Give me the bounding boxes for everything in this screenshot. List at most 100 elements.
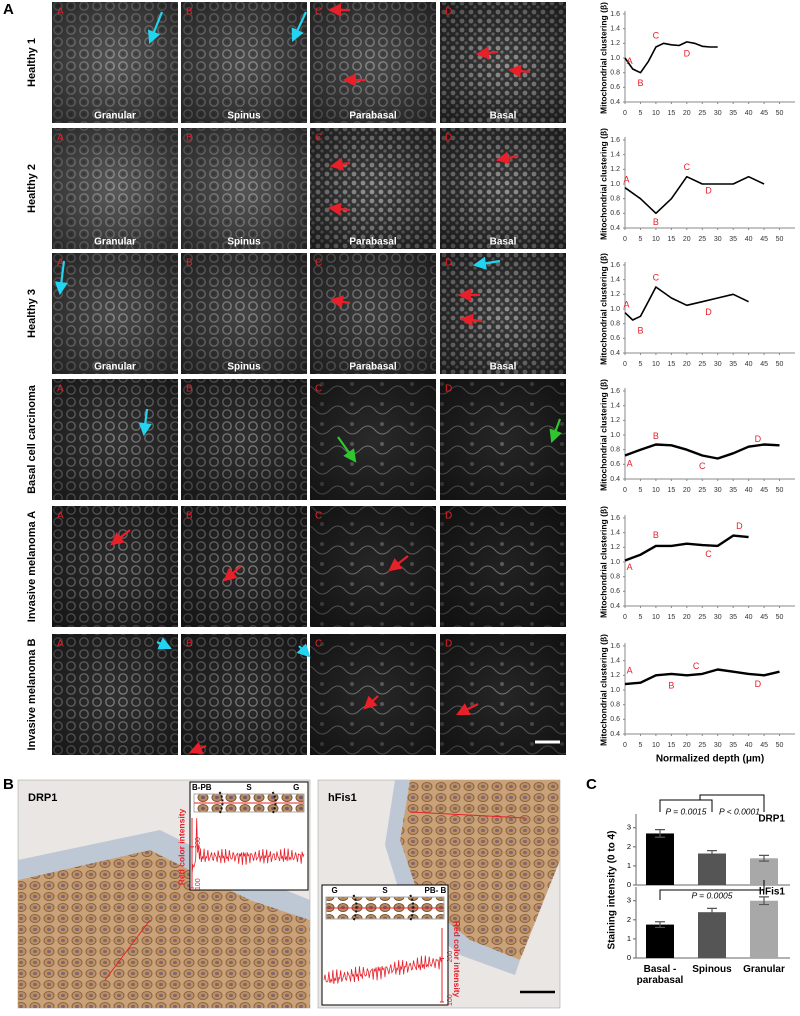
region-label: G [293, 783, 299, 792]
panel-letter: A [57, 133, 64, 144]
x-tick-label: 15 [667, 110, 675, 117]
arrow [459, 313, 483, 327]
region-boundary [409, 894, 415, 922]
x-tick-label: 0 [623, 742, 627, 749]
arrow [456, 703, 479, 715]
region-label: S [246, 783, 252, 792]
y-axis-label: Mitochondrial clustering (β) [598, 253, 608, 365]
series-label: hFis1 [759, 887, 786, 898]
x-tick-label: 5 [639, 742, 643, 749]
image-title: hFis1 [328, 792, 357, 804]
y-tick-label: 1.4 [610, 152, 620, 159]
y-tick-label: 0.4 [610, 731, 620, 738]
y-tick-label: 1.0 [610, 432, 620, 439]
y-tick-label: 1.4 [610, 530, 620, 537]
x-tick-label: 0 [623, 614, 627, 621]
micrograph-vignette [181, 379, 307, 500]
panel-letter: A [57, 511, 64, 522]
panel-letter: B [186, 384, 193, 395]
y-tick-label: 0.8 [610, 196, 620, 203]
y-tick-label: 0.8 [610, 70, 620, 77]
panel-letter: A [57, 639, 64, 650]
arrow [138, 408, 152, 437]
data-line [624, 286, 749, 321]
layer-label: Spinus [227, 237, 261, 248]
x-tick-label: 50 [776, 487, 784, 494]
x-tick-label: 5 [639, 614, 643, 621]
arrow [388, 555, 409, 572]
error-bar [759, 896, 769, 906]
x-tick-label: 30 [714, 487, 722, 494]
y-tick-label: 0.4 [610, 99, 620, 106]
point-annotation: B [637, 78, 643, 88]
arrow [363, 695, 379, 710]
y-tick-label: 0 [627, 880, 631, 889]
point-annotation: C [699, 461, 706, 471]
error-bar [759, 854, 769, 862]
x-tick-label: 25 [698, 487, 706, 494]
panel-letter: D [445, 133, 452, 144]
x-tick-label: 30 [714, 110, 722, 117]
micrograph-vignette [310, 379, 436, 500]
x-tick-label: 45 [760, 487, 768, 494]
arrow [223, 565, 242, 582]
y-tick-label: 0.8 [610, 702, 620, 709]
micrograph-vignette [440, 128, 566, 249]
error-bar [655, 829, 665, 838]
y-tick-label: 1.2 [610, 672, 620, 679]
x-tick-label: 10 [652, 361, 660, 368]
y-tick-label: 3 [627, 823, 631, 832]
y-axis-label: Mitochondrial clustering (β) [598, 506, 608, 618]
x-tick-label: 35 [729, 361, 737, 368]
y-tick-label: 1.6 [610, 388, 620, 395]
y-tick-label: 1.0 [610, 306, 620, 313]
x-tick-label: 35 [729, 236, 737, 243]
x-tick-label: 30 [714, 236, 722, 243]
arrow [475, 46, 499, 60]
arrow [110, 529, 131, 546]
y-tick-label: 0.8 [610, 447, 620, 454]
point-annotation: A [627, 56, 633, 66]
arrow [329, 295, 351, 309]
bracket [699, 794, 765, 812]
x-tick-label: 35 [729, 614, 737, 621]
y-tick-label: 0.4 [610, 350, 620, 357]
y-axis-label: Mitochondrial clustering (β) [598, 128, 608, 240]
data-line [624, 175, 765, 215]
y-tick-label: 1.0 [610, 687, 620, 694]
micrograph-vignette [310, 253, 436, 374]
panel-letter: D [445, 639, 452, 650]
panel-letter: A [57, 384, 64, 395]
panel-label: B [3, 776, 14, 793]
region-boundary [218, 791, 224, 815]
region-label: B-PB [192, 783, 212, 792]
x-tick-label: 20 [683, 614, 691, 621]
error-bar [707, 850, 717, 857]
panel-label: C [586, 776, 597, 793]
tissue-cells [18, 850, 310, 1008]
y-tick-label: 0.6 [610, 84, 620, 91]
x-tick-label: 50 [776, 614, 784, 621]
arrow [156, 637, 172, 650]
y-tick-label: 1 [627, 861, 631, 870]
row-label: Basal cell carcinoma [26, 384, 38, 494]
region-label: PB- B [425, 886, 447, 895]
y-tick-label: 3 [627, 896, 631, 905]
micrograph-vignette [440, 506, 566, 627]
measure-line [409, 811, 526, 819]
x-tick-label: 40 [745, 361, 753, 368]
y-tick-label: 1.6 [610, 515, 620, 522]
point-annotation: D [684, 49, 691, 59]
x-tick-label: 40 [745, 110, 753, 117]
x-tick-label: 30 [714, 742, 722, 749]
point-annotation: C [653, 30, 660, 40]
micrograph-vignette [310, 128, 436, 249]
layer-label: Granular [94, 362, 136, 373]
point-annotation: D [705, 186, 712, 196]
point-annotation: D [705, 307, 712, 317]
point-annotation: D [755, 679, 762, 689]
x-tick-label: 45 [760, 361, 768, 368]
panel-letter: B [186, 133, 193, 144]
inset-tick-label: 200 [195, 837, 202, 849]
inset-tick-label: 200 [447, 951, 454, 963]
